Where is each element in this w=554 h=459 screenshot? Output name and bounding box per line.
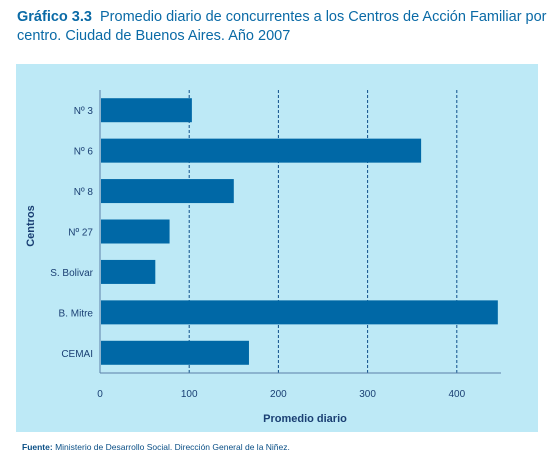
source-text: Ministerio de Desarrollo Social. Direcci… (55, 442, 290, 452)
bar (101, 259, 156, 284)
x-tick-label: 300 (359, 389, 376, 400)
x-tick-label: 100 (181, 389, 198, 400)
category-label: B. Mitre (59, 308, 94, 319)
chart-number: Gráfico 3.3 (17, 9, 92, 25)
bar (101, 300, 498, 325)
chart-title-text: Promedio diario de concurrentes a los Ce… (17, 9, 547, 44)
category-label: Nº 6 (74, 147, 94, 158)
bar (101, 219, 170, 244)
category-label: Nº 3 (74, 106, 94, 117)
bar (101, 98, 192, 123)
x-axis-title: Promedio diario (263, 413, 347, 425)
category-label: S. Bolivar (50, 268, 93, 279)
source-note: Fuente: Ministerio de Desarrollo Social.… (22, 442, 290, 452)
category-label: Nº 27 (68, 228, 93, 239)
x-tick-label: 400 (448, 389, 465, 400)
chart-panel (16, 64, 538, 432)
chart-title: Gráfico 3.3 Promedio diario de concurren… (17, 8, 547, 46)
category-label: Nº 8 (74, 187, 94, 198)
category-label: CEMAI (61, 349, 93, 360)
source-label: Fuente: (22, 442, 53, 452)
bar (101, 340, 249, 365)
bar (101, 179, 234, 204)
x-tick-label: 200 (270, 389, 287, 400)
x-tick-label: 0 (97, 389, 103, 400)
y-axis-title: Centros (25, 205, 37, 247)
bar (101, 138, 422, 163)
